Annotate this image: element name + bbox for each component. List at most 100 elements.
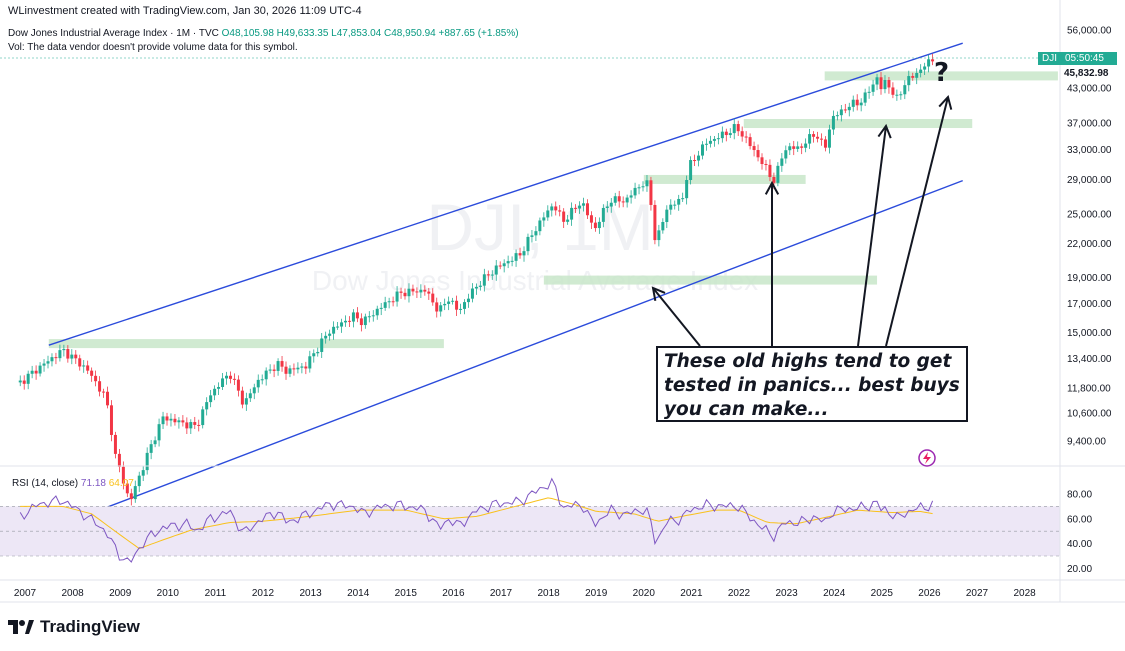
candle-body bbox=[98, 381, 102, 392]
logo-text: TradingView bbox=[40, 617, 140, 636]
candle-body bbox=[102, 391, 106, 393]
candle-body bbox=[665, 209, 669, 223]
candle-body bbox=[324, 335, 328, 339]
candle-body bbox=[633, 187, 637, 196]
candle-body bbox=[550, 206, 554, 211]
x-tick-label: 2008 bbox=[61, 588, 84, 599]
candle-body bbox=[732, 124, 736, 134]
candle-body bbox=[823, 139, 827, 148]
candle-body bbox=[466, 298, 470, 303]
candle-body bbox=[78, 358, 82, 367]
candle-body bbox=[812, 134, 816, 137]
candle-body bbox=[86, 365, 90, 371]
candle-body bbox=[792, 146, 796, 149]
candle-body bbox=[760, 157, 764, 165]
candle-body bbox=[704, 143, 708, 145]
symbol-title[interactable]: Dow Jones Industrial Average Index · 1M … bbox=[8, 28, 219, 39]
candle-body bbox=[907, 76, 911, 86]
candle-body bbox=[645, 180, 649, 187]
candle-body bbox=[225, 375, 229, 379]
change-value: +887.65 (+1.85%) bbox=[438, 28, 519, 39]
candle-body bbox=[185, 422, 189, 429]
candle-body bbox=[601, 207, 605, 222]
candle-body bbox=[439, 305, 443, 312]
candle-body bbox=[435, 302, 439, 312]
candle-body bbox=[558, 210, 562, 212]
candle-body bbox=[843, 109, 847, 111]
candle-body bbox=[923, 66, 927, 70]
candle-body bbox=[510, 260, 514, 262]
candle-body bbox=[340, 322, 344, 327]
rsi-y-tick-label: 80.00 bbox=[1067, 490, 1092, 501]
candle-body bbox=[677, 198, 681, 205]
annotation-line: you can make... bbox=[664, 399, 829, 420]
candle-body bbox=[244, 398, 248, 405]
candle-body bbox=[518, 253, 522, 256]
candle-body bbox=[502, 263, 506, 267]
candle-body bbox=[712, 138, 716, 141]
candle-body bbox=[748, 137, 752, 147]
arrow-head bbox=[938, 94, 953, 110]
candle-body bbox=[728, 133, 732, 136]
candle-body bbox=[312, 353, 316, 357]
candle-body bbox=[661, 222, 665, 231]
candle-body bbox=[776, 165, 780, 183]
candle-body bbox=[574, 207, 578, 209]
candle-body bbox=[129, 493, 133, 500]
candle-body bbox=[455, 300, 459, 310]
candles bbox=[18, 53, 935, 506]
rsi-legend[interactable]: RSI (14, close) 71.18 64.07 bbox=[12, 478, 134, 489]
annotation-arrow[interactable] bbox=[652, 287, 701, 347]
x-tick-label: 2023 bbox=[775, 588, 798, 599]
candle-body bbox=[221, 378, 225, 387]
lightning-icon[interactable] bbox=[918, 449, 936, 467]
candle-body bbox=[613, 196, 617, 203]
candle-body bbox=[800, 146, 804, 148]
candle-body bbox=[153, 440, 157, 445]
candle-body bbox=[514, 253, 518, 261]
candle-body bbox=[54, 357, 58, 359]
candle-body bbox=[70, 354, 74, 359]
annotation-arrow[interactable] bbox=[885, 96, 949, 347]
symbol-ohlc-row: Dow Jones Industrial Average Index · 1M … bbox=[8, 28, 519, 39]
candle-body bbox=[149, 444, 153, 453]
candle-body bbox=[383, 302, 387, 308]
candle-body bbox=[562, 211, 566, 222]
candle-body bbox=[451, 300, 455, 302]
rsi-ma-value: 64.07 bbox=[108, 478, 134, 489]
candle-body bbox=[38, 365, 42, 374]
candle-body bbox=[530, 235, 534, 237]
candle-body bbox=[236, 379, 240, 391]
candle-body bbox=[796, 146, 800, 149]
candle-body bbox=[387, 301, 391, 303]
candle-body bbox=[117, 453, 121, 467]
annotation-arrow[interactable] bbox=[857, 125, 887, 347]
candle-body bbox=[58, 350, 62, 359]
channel-upper-line[interactable] bbox=[48, 42, 963, 346]
candle-body bbox=[911, 76, 915, 78]
candle-body bbox=[26, 373, 30, 384]
channel-lower-line[interactable] bbox=[100, 179, 963, 511]
x-tick-label: 2021 bbox=[680, 588, 703, 599]
tradingview-logo[interactable]: TradingView bbox=[8, 617, 140, 637]
candle-body bbox=[689, 160, 693, 180]
candle-body bbox=[625, 197, 629, 203]
candle-body bbox=[685, 179, 689, 199]
last-price-tag: DJI 05:50:45 bbox=[1038, 52, 1117, 65]
tag-symbol: DJI bbox=[1042, 53, 1057, 64]
candle-body bbox=[831, 115, 835, 130]
candle-body bbox=[478, 285, 482, 287]
candle-body bbox=[423, 289, 427, 292]
candle-body bbox=[903, 85, 907, 95]
rsi-ma-line bbox=[20, 497, 933, 550]
candle-body bbox=[197, 424, 201, 426]
candle-body bbox=[82, 365, 86, 367]
candle-body bbox=[899, 94, 903, 96]
candle-body bbox=[641, 186, 645, 188]
candle-body bbox=[708, 140, 712, 144]
annotation-box: These old highs tend to get tested in pa… bbox=[656, 346, 968, 422]
candle-body bbox=[701, 144, 705, 156]
candle-body bbox=[308, 356, 312, 369]
y-tick-label: 9,400.00 bbox=[1067, 437, 1106, 448]
